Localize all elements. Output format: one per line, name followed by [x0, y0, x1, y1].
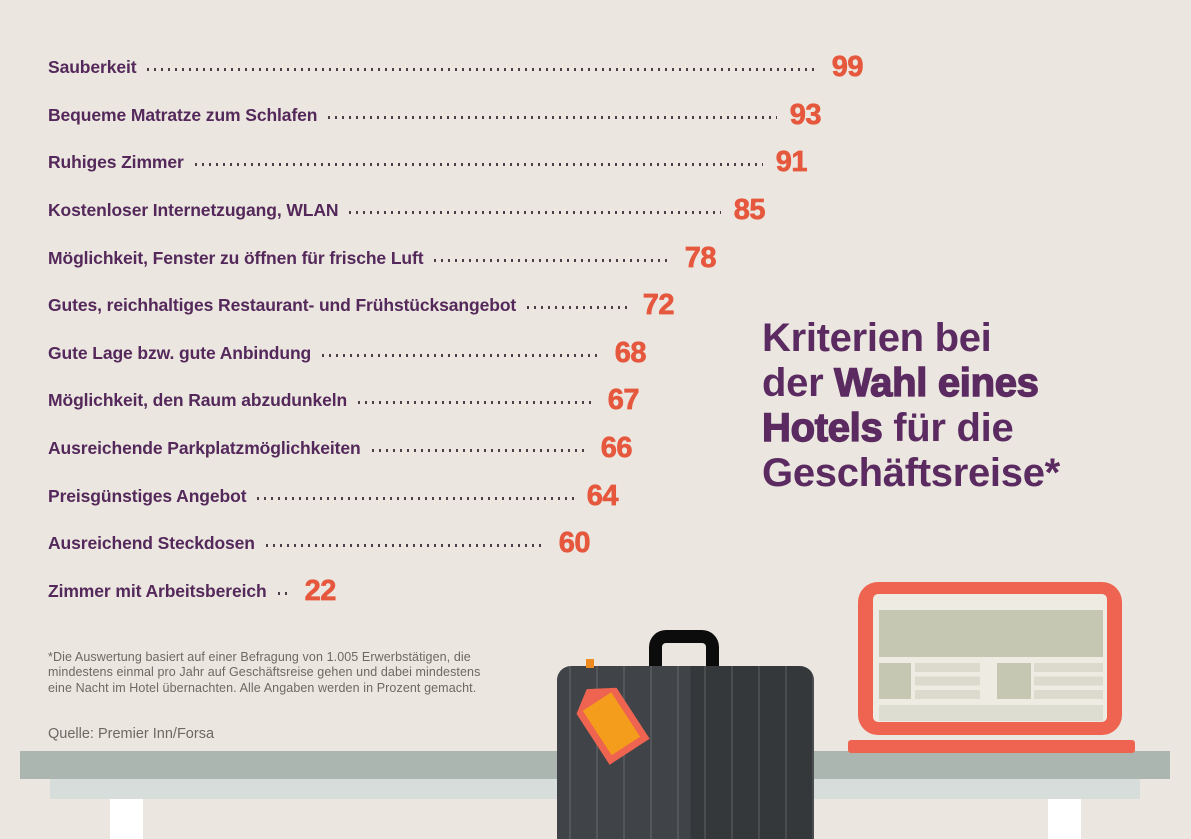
- source-credit: Quelle: Premier Inn/Forsa: [48, 726, 215, 742]
- criterion-label: Kostenloser Internetzugang, WLAN: [48, 199, 339, 220]
- dot-leader: [322, 353, 602, 357]
- dot-leader: [349, 210, 721, 214]
- criterion-label: Sauberkeit: [48, 56, 137, 77]
- dot-leader: [265, 543, 546, 547]
- dot-leader: [371, 448, 588, 452]
- criterion-label: Zimmer mit Arbeitsbereich: [48, 580, 267, 601]
- criterion-label: Bequeme Matratze zum Schlafen: [48, 104, 318, 125]
- criterion-label: Ruhiges Zimmer: [48, 151, 184, 172]
- criterion-label: Möglichkeit, Fenster zu öffnen für frisc…: [48, 247, 424, 268]
- title-text: der: [762, 361, 835, 405]
- chart-row: Bequeme Matratze zum Schlafen 93: [48, 98, 822, 132]
- chart-row: Zimmer mit Arbeitsbereich 22: [48, 574, 337, 608]
- criterion-label: Gutes, reichhaltiges Restaurant- und Frü…: [48, 294, 517, 315]
- criterion-value: 78: [684, 241, 716, 274]
- chart-row: Sauberkeit 99: [48, 50, 864, 84]
- title-line-3: Hotels für die: [761, 405, 1060, 451]
- dot-leader: [277, 591, 292, 595]
- title-line-1: Kriterien bei: [762, 316, 1060, 361]
- dot-leader: [147, 67, 819, 71]
- title-text: für die: [882, 406, 1014, 450]
- title-text-bold: Wahl eines: [833, 360, 1039, 405]
- chart-row: Möglichkeit, den Raum abzudunkeln 67: [48, 383, 640, 417]
- chart-row: Ausreichend Steckdosen 60: [48, 526, 591, 560]
- dot-leader: [527, 305, 630, 309]
- footnote-line: *Die Auswertung basiert auf einer Befrag…: [48, 650, 471, 664]
- criterion-label: Ausreichend Steckdosen: [48, 532, 255, 553]
- laptop-base: [848, 740, 1135, 753]
- webpage-header-block: [879, 610, 1103, 657]
- laptop-screen: [873, 594, 1107, 722]
- criterion-value: 66: [600, 431, 632, 464]
- chart-row: Gute Lage bzw. gute Anbindung 68: [48, 336, 647, 370]
- criterion-value: 67: [607, 383, 639, 416]
- dot-leader: [434, 258, 672, 262]
- chart-row: Kostenloser Internetzugang, WLAN 85: [48, 193, 766, 227]
- chart-title: Kriterien bei der Wahl eines Hotels für …: [761, 316, 1060, 496]
- table-leg-left: [110, 799, 143, 839]
- chart-row: Möglichkeit, Fenster zu öffnen für frisc…: [48, 241, 717, 275]
- criterion-label: Gute Lage bzw. gute Anbindung: [48, 342, 312, 363]
- footnote-line: eine Nacht im Hotel übernachten. Alle An…: [48, 680, 477, 695]
- criterion-value: 93: [789, 98, 821, 131]
- criterion-label: Ausreichende Parkplatzmöglichkeiten: [48, 437, 361, 458]
- criterion-label: Möglichkeit, den Raum abzudunkeln: [48, 389, 348, 410]
- table-leg-right: [1048, 799, 1081, 839]
- dot-leader: [358, 400, 595, 404]
- title-line-2: der Wahl eines: [762, 360, 1060, 406]
- webpage-text-lines-2: [1034, 663, 1103, 699]
- criterion-value: 72: [642, 288, 674, 321]
- title-text: Kriterien bei: [762, 316, 992, 360]
- criterion-value: 99: [831, 50, 863, 83]
- footnote-line: mindestens einmal pro Jahr auf Geschäfts…: [48, 665, 481, 680]
- footnote: *Die Auswertung basiert auf einer Befrag…: [48, 650, 518, 696]
- dot-leader: [194, 162, 763, 166]
- chart-row: Ausreichende Parkplatzmöglichkeiten 66: [48, 431, 633, 465]
- criterion-value: 91: [775, 145, 807, 178]
- criterion-value: 22: [304, 574, 336, 607]
- criterion-value: 68: [614, 336, 646, 369]
- criterion-value: 60: [558, 526, 590, 559]
- criterion-value: 85: [733, 193, 765, 226]
- webpage-text-lines-1: [915, 663, 980, 699]
- title-line-4: Geschäftsreise*: [762, 451, 1060, 496]
- title-text-bold: Hotels: [761, 405, 883, 450]
- webpage-footer-block: [879, 705, 1103, 721]
- dot-leader: [257, 496, 574, 500]
- chart-row: Ruhiges Zimmer 91: [48, 145, 808, 179]
- dot-leader: [328, 115, 777, 119]
- chart-row: Gutes, reichhaltiges Restaurant- und Frü…: [48, 288, 675, 322]
- webpage-thumbnail-block-2: [997, 663, 1031, 699]
- title-text: Geschäftsreise*: [762, 451, 1060, 495]
- luggage-tag-strap: [586, 659, 594, 668]
- laptop-icon: [858, 582, 1122, 735]
- webpage-thumbnail-block-1: [879, 663, 911, 699]
- criterion-value: 64: [586, 479, 618, 512]
- chart-row: Preisgünstiges Angebot 64: [48, 479, 619, 513]
- criterion-label: Preisgünstiges Angebot: [48, 485, 247, 506]
